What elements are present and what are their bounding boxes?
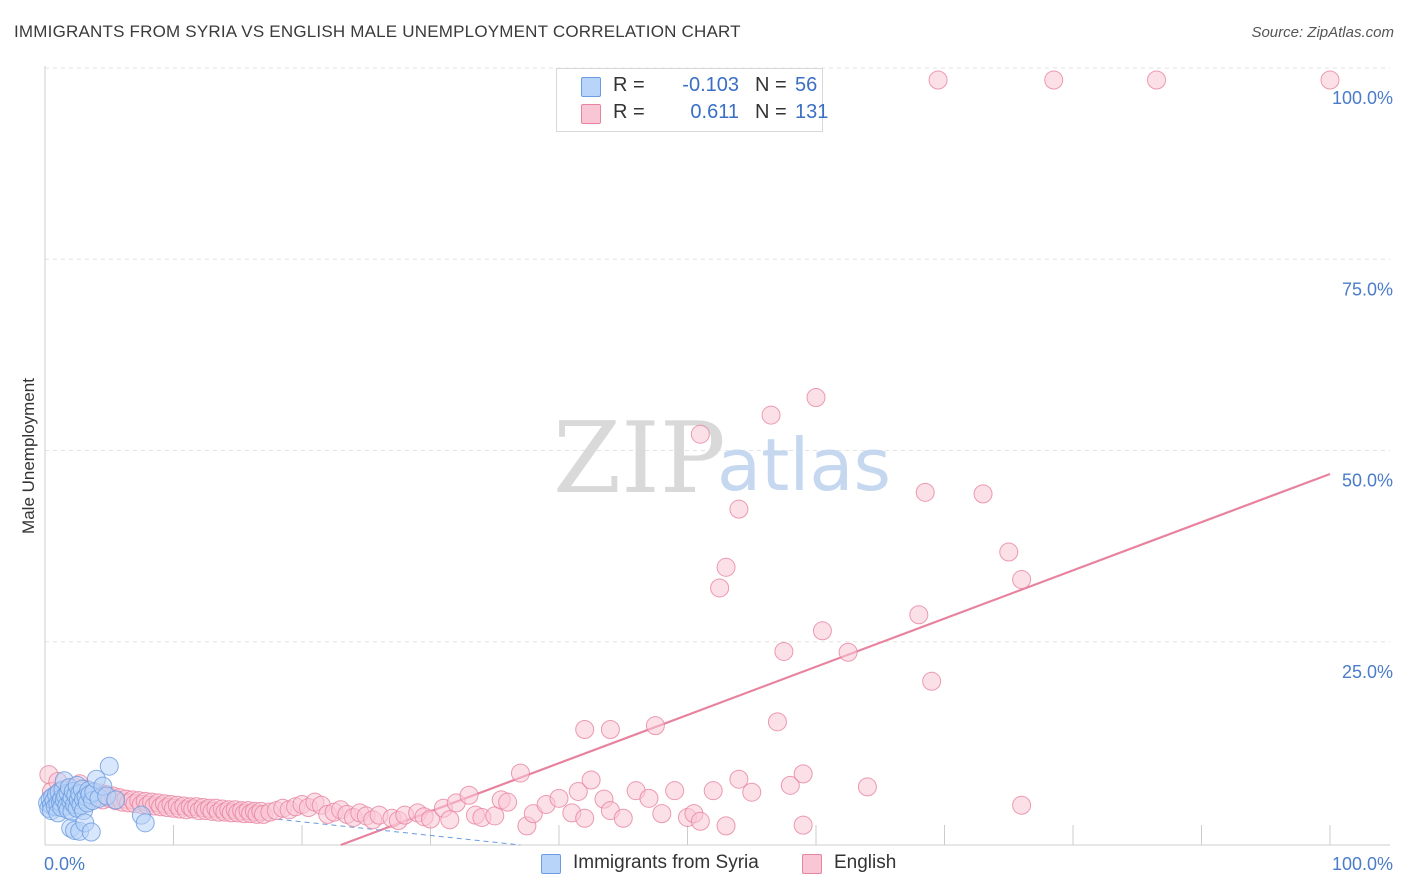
- series-legend: Immigrants from Syria English: [0, 852, 1406, 878]
- legend-n-label: N =: [755, 74, 787, 96]
- legend-n-value: 131: [795, 101, 829, 123]
- series-swatch-syria: [541, 854, 561, 874]
- legend-r-label: R =: [613, 101, 645, 123]
- data-point-english: [459, 785, 479, 805]
- data-points: [38, 70, 1340, 842]
- data-point-english: [690, 811, 710, 831]
- legend-r-label: R =: [613, 74, 645, 96]
- watermark-atlas: atlas: [717, 423, 891, 507]
- y-tick-label: 100.0%: [1332, 88, 1393, 108]
- data-point-english: [568, 781, 588, 801]
- stats-legend: R = -0.103 N = 56 R = 0.611 N = 131: [556, 68, 828, 132]
- series-swatch-english: [802, 854, 822, 874]
- watermark: ZIP atlas: [553, 402, 891, 516]
- data-point-english: [716, 816, 736, 836]
- data-point-syria: [99, 756, 119, 776]
- data-point-english: [812, 621, 832, 641]
- data-point-english: [523, 804, 543, 824]
- data-point-english: [973, 484, 993, 504]
- data-point-english: [600, 719, 620, 739]
- data-point-english: [575, 808, 595, 828]
- legend-r-value: 0.611: [690, 101, 739, 123]
- data-point-english: [742, 782, 762, 802]
- data-point-english: [793, 764, 813, 784]
- data-point-english: [909, 605, 929, 625]
- data-point-english: [1320, 70, 1340, 90]
- data-point-english: [575, 719, 595, 739]
- data-point-english: [857, 777, 877, 797]
- watermark-zip: ZIP: [553, 402, 726, 516]
- trendline-syria: [44, 794, 521, 846]
- data-point-english: [703, 781, 723, 801]
- x-tick-label: 100.0%: [1332, 854, 1393, 874]
- data-point-english: [690, 424, 710, 444]
- data-point-english: [498, 792, 518, 812]
- chart-title: IMMIGRANTS FROM SYRIA VS ENGLISH MALE UN…: [14, 22, 741, 41]
- legend-swatch-english: [581, 104, 601, 124]
- x-tick-labels: 0.0% 100.0%: [44, 854, 1393, 874]
- data-point-english: [1044, 70, 1064, 90]
- data-point-english: [716, 557, 736, 577]
- data-point-english: [922, 671, 942, 691]
- data-point-syria: [135, 813, 155, 833]
- y-tick-label: 75.0%: [1342, 279, 1393, 299]
- data-point-english: [549, 788, 569, 808]
- gridlines: [45, 67, 1390, 845]
- data-point-english: [999, 542, 1019, 562]
- data-point-english: [510, 763, 530, 783]
- data-point-english: [780, 775, 800, 795]
- data-point-english: [806, 387, 826, 407]
- trendline-english: [340, 472, 1331, 847]
- x-tick-label: 0.0%: [44, 854, 85, 874]
- data-point-english: [729, 499, 749, 519]
- data-point-english: [793, 815, 813, 835]
- data-point-english: [613, 808, 633, 828]
- legend-n-label: N =: [755, 101, 787, 123]
- y-tick-labels: 25.0% 50.0% 75.0% 100.0%: [1332, 88, 1393, 682]
- data-point-english: [761, 405, 781, 425]
- data-point-english: [767, 712, 787, 732]
- data-point-english: [1147, 70, 1167, 90]
- series-label-english: English: [834, 852, 897, 873]
- data-point-english: [440, 810, 460, 830]
- series-label-syria: Immigrants from Syria: [573, 852, 759, 873]
- data-point-syria: [81, 822, 101, 842]
- legend-n-value: 56: [795, 74, 818, 96]
- data-point-english: [581, 770, 601, 790]
- trendlines: [44, 472, 1331, 847]
- legend-swatch-syria: [581, 77, 601, 97]
- data-point-english: [652, 804, 672, 824]
- data-point-english: [1012, 570, 1032, 590]
- y-tick-label: 50.0%: [1342, 471, 1393, 491]
- legend-r-value: -0.103: [682, 74, 739, 96]
- data-point-english: [665, 781, 685, 801]
- data-point-english: [774, 641, 794, 661]
- data-point-english: [838, 642, 858, 662]
- data-point-english: [1012, 795, 1032, 815]
- data-point-english: [928, 70, 948, 90]
- axes: [44, 66, 1390, 846]
- data-point-syria: [106, 790, 126, 810]
- data-point-english: [729, 769, 749, 789]
- data-point-english: [710, 578, 730, 598]
- data-point-english: [645, 716, 665, 736]
- data-point-english: [639, 788, 659, 808]
- data-point-english: [915, 482, 935, 502]
- source-credit: Source: ZipAtlas.com: [1251, 24, 1394, 41]
- data-point-english: [485, 806, 505, 826]
- y-tick-label: 25.0%: [1342, 662, 1393, 682]
- data-point-english: [421, 809, 440, 829]
